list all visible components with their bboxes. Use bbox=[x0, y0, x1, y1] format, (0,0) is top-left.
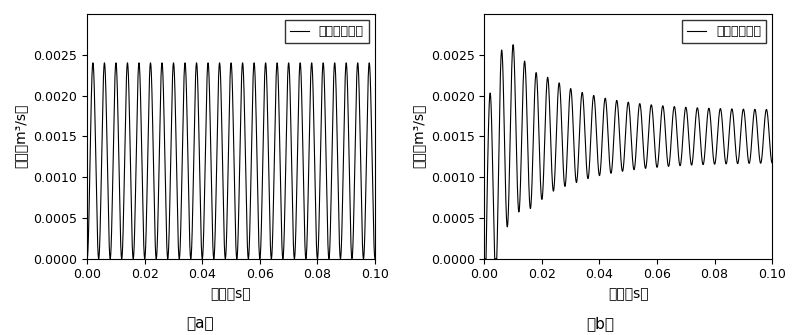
Legend: 出口脉动流体: 出口脉动流体 bbox=[682, 20, 766, 43]
Legend: 进口脉动流体: 进口脉动流体 bbox=[285, 20, 369, 43]
Y-axis label: 流量（m³/s）: 流量（m³/s） bbox=[411, 104, 425, 169]
Y-axis label: 流量（m³/s）: 流量（m³/s） bbox=[14, 104, 28, 169]
Text: （b）: （b） bbox=[586, 317, 614, 332]
Text: （a）: （a） bbox=[186, 317, 214, 332]
X-axis label: 时间（s）: 时间（s） bbox=[608, 287, 649, 301]
X-axis label: 时间（s）: 时间（s） bbox=[210, 287, 251, 301]
